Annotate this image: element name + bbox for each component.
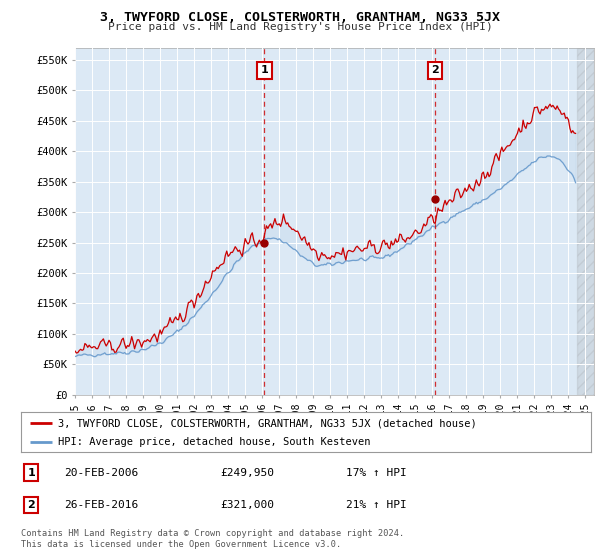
Text: Contains HM Land Registry data © Crown copyright and database right 2024.
This d: Contains HM Land Registry data © Crown c… [21, 529, 404, 549]
Text: £249,950: £249,950 [221, 468, 275, 478]
Text: 20-FEB-2006: 20-FEB-2006 [64, 468, 138, 478]
Text: £321,000: £321,000 [221, 500, 275, 510]
Text: 1: 1 [260, 65, 268, 75]
Text: 2: 2 [28, 500, 35, 510]
Text: 21% ↑ HPI: 21% ↑ HPI [346, 500, 407, 510]
Bar [577, 48, 594, 395]
Text: Price paid vs. HM Land Registry's House Price Index (HPI): Price paid vs. HM Land Registry's House … [107, 22, 493, 32]
Text: 1: 1 [28, 468, 35, 478]
Text: 3, TWYFORD CLOSE, COLSTERWORTH, GRANTHAM, NG33 5JX: 3, TWYFORD CLOSE, COLSTERWORTH, GRANTHAM… [100, 11, 500, 24]
Text: 3, TWYFORD CLOSE, COLSTERWORTH, GRANTHAM, NG33 5JX (detached house): 3, TWYFORD CLOSE, COLSTERWORTH, GRANTHAM… [58, 418, 477, 428]
Text: 2: 2 [431, 65, 439, 75]
Text: 17% ↑ HPI: 17% ↑ HPI [346, 468, 407, 478]
Text: 26-FEB-2016: 26-FEB-2016 [64, 500, 138, 510]
Text: HPI: Average price, detached house, South Kesteven: HPI: Average price, detached house, Sout… [58, 437, 371, 446]
